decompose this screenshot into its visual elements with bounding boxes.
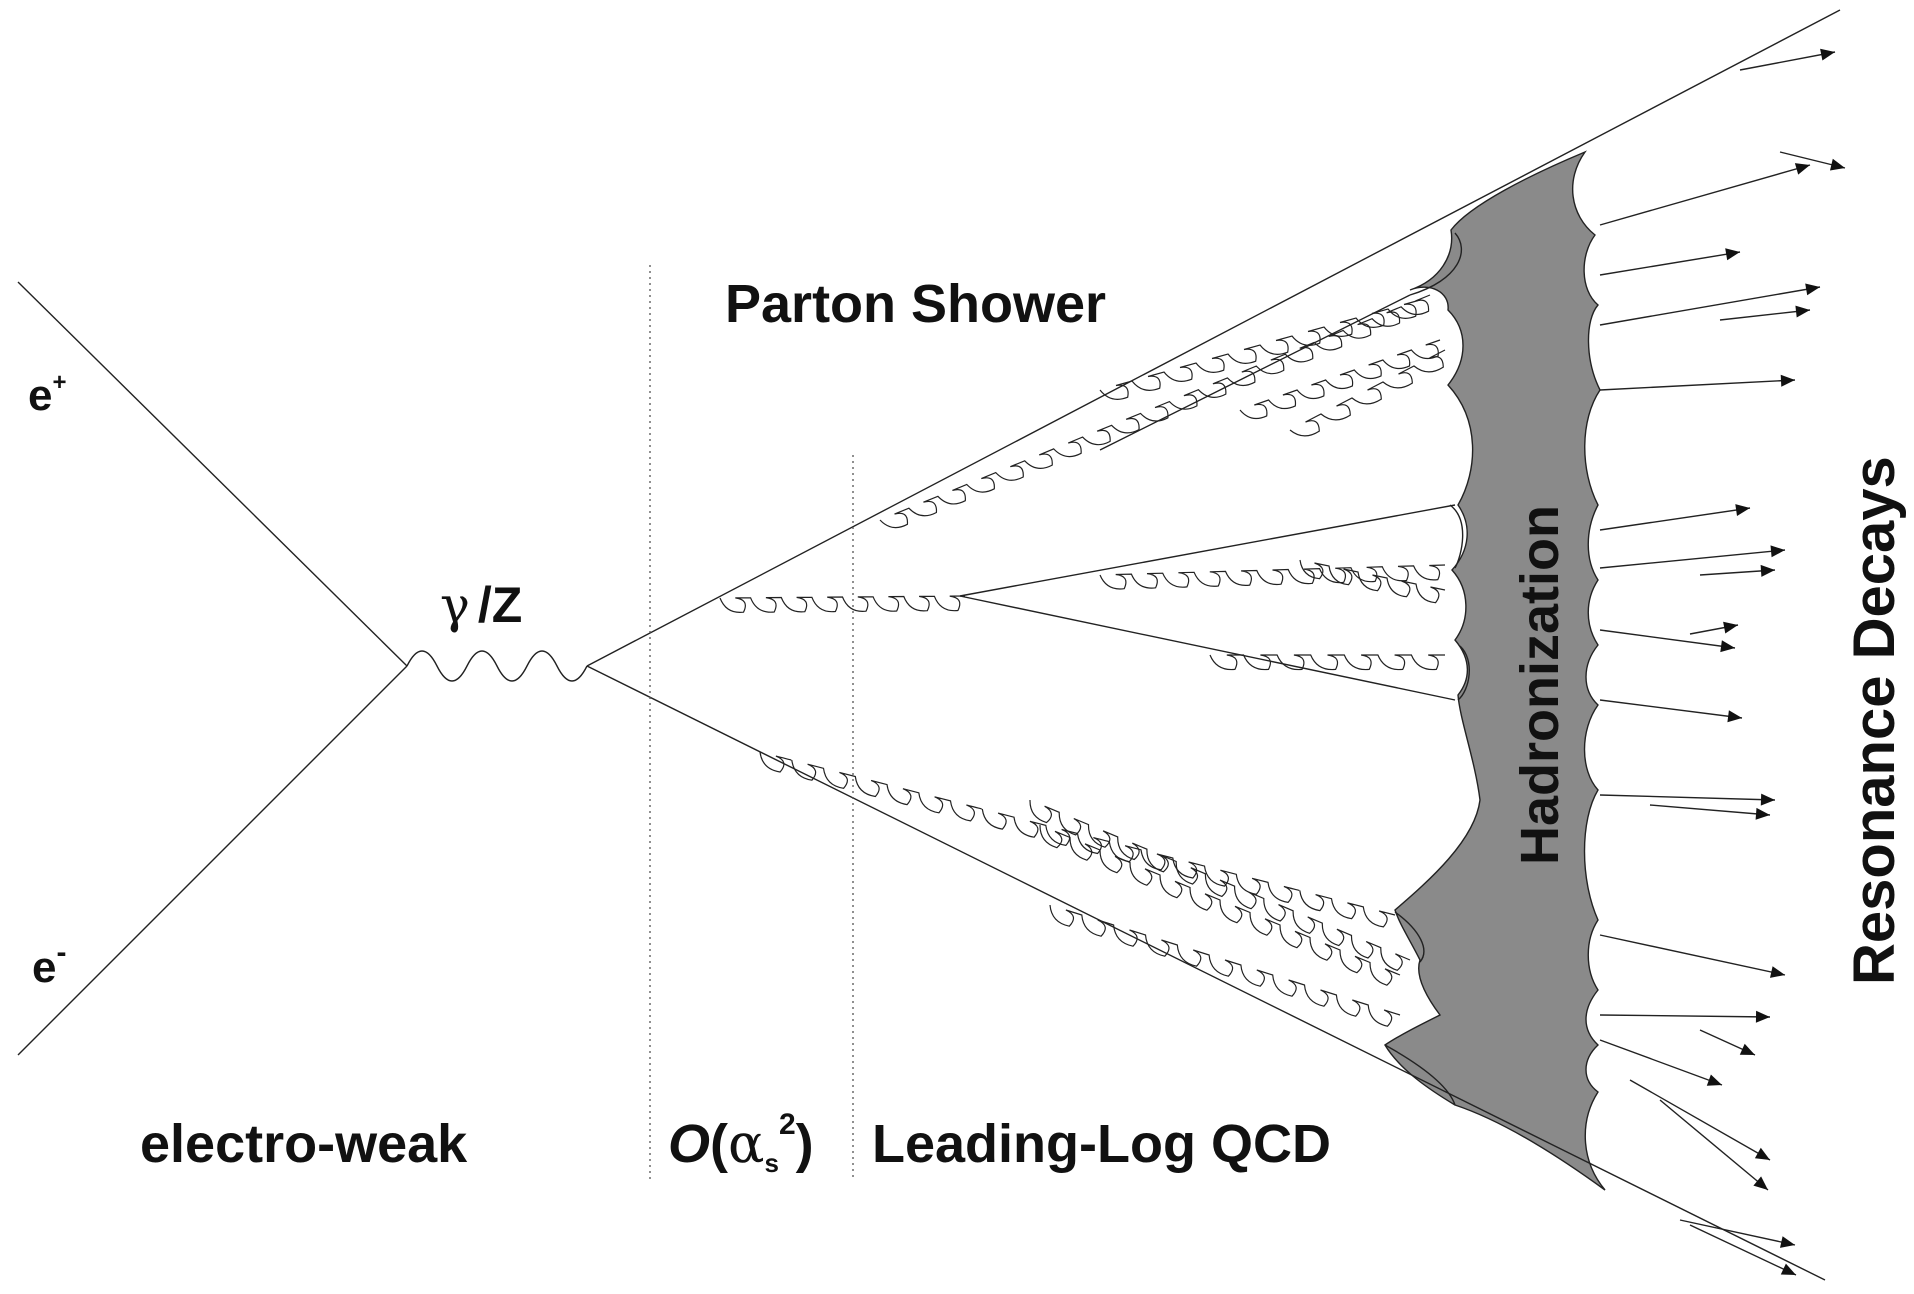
hadron-track — [1649, 804, 1771, 816]
parton-lobe — [1409, 232, 1463, 296]
hadron-track — [1689, 1224, 1797, 1276]
arrowhead — [1720, 640, 1735, 653]
gluon-curl — [719, 595, 966, 613]
arrowhead — [1770, 966, 1785, 978]
gluon-curl — [1099, 564, 1446, 590]
hadron-track — [1629, 1079, 1771, 1161]
hadron-track — [1679, 1219, 1796, 1246]
parton-lobe — [1457, 645, 1470, 701]
arrowhead — [1820, 48, 1835, 61]
hadron-track — [1599, 549, 1786, 569]
hadron-track — [1599, 251, 1741, 276]
gluon-curl — [1029, 799, 1411, 971]
arrowhead — [1755, 807, 1770, 820]
quark-line-top — [586, 9, 1841, 667]
hadron-track — [1599, 1014, 1771, 1018]
arrowhead — [1805, 283, 1820, 296]
antiquark-line-bottom — [586, 665, 1826, 1281]
arrowhead — [1780, 1263, 1796, 1275]
gluon-curl — [1099, 299, 1421, 400]
gluon-curl — [1299, 559, 1446, 604]
arrowhead — [1706, 1074, 1722, 1086]
order-alpha-label: O(αs2) — [668, 1108, 814, 1178]
e-plus-label: e+ — [28, 369, 67, 420]
parton-shower-label: Parton Shower — [725, 274, 1106, 334]
e-minus-label: e- — [32, 936, 66, 992]
arrowhead — [1753, 1176, 1768, 1190]
arrowhead — [1723, 621, 1738, 634]
gluon-group — [719, 294, 1446, 1027]
hadron-track — [1599, 379, 1796, 391]
hadron-track — [1719, 309, 1811, 321]
hadron-track — [1599, 164, 1811, 226]
arrowhead — [1725, 248, 1740, 261]
hadronization-label: Hadronization — [1510, 505, 1570, 865]
parton-line — [959, 595, 1456, 701]
e-minus-line — [17, 665, 408, 1056]
gluon-curl — [1209, 654, 1445, 671]
arrowhead — [1830, 158, 1845, 171]
hadron-track — [1599, 629, 1736, 649]
gluon-curl — [1039, 824, 1401, 986]
hadron-track — [1739, 51, 1836, 71]
resonance-decays-label: Resonance Decays — [1842, 456, 1907, 985]
arrowhead — [1794, 163, 1810, 175]
gluon-curl — [759, 751, 1396, 928]
arrowhead — [1727, 710, 1742, 723]
arrowhead — [1739, 1043, 1755, 1055]
gluon-curl — [879, 294, 1431, 529]
boson-label: γ/Z — [440, 576, 522, 634]
arrowhead — [1770, 545, 1785, 558]
gluon-curl — [1289, 349, 1446, 437]
parton-line — [959, 504, 1456, 597]
arrowhead — [1795, 305, 1810, 318]
gluon-curl — [1239, 339, 1441, 420]
parton-lobe — [1384, 1044, 1456, 1106]
arrowhead — [1760, 793, 1775, 806]
arrowhead — [1735, 504, 1750, 516]
leading-log-label: Leading-Log QCD — [872, 1114, 1331, 1174]
gluon-curl — [1049, 904, 1401, 1027]
arrowhead — [1760, 564, 1775, 577]
parton-lobe — [1394, 911, 1425, 963]
hadron-track — [1659, 1099, 1769, 1191]
electroweak-label: electro-weak — [140, 1114, 468, 1174]
hadron-track — [1599, 934, 1786, 976]
arrowhead — [1780, 1236, 1795, 1248]
arrowhead — [1755, 1010, 1770, 1023]
arrowhead — [1754, 1147, 1770, 1160]
e-plus-line — [17, 281, 408, 667]
boson-propagator — [406, 650, 588, 682]
hadron-track — [1599, 286, 1821, 326]
hadron-track — [1599, 794, 1776, 801]
hadron-track — [1599, 1039, 1723, 1086]
hadron-arrow-group — [1599, 48, 1846, 1276]
arrowhead — [1780, 374, 1795, 387]
hadron-track — [1599, 699, 1743, 719]
parton-lobe — [1449, 504, 1464, 569]
hadron-track — [1599, 507, 1751, 531]
hadronization-band — [1384, 150, 1606, 1191]
